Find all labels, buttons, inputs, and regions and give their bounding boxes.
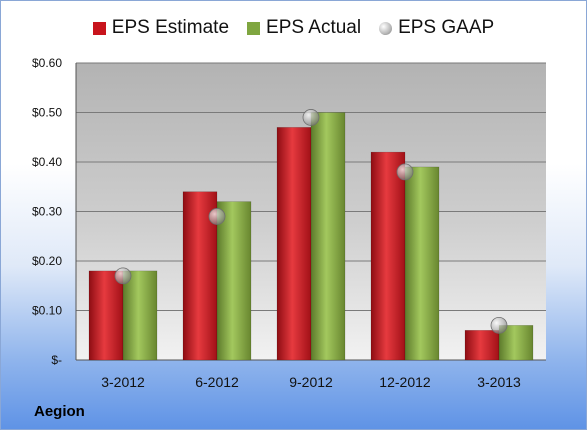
point-eps-gaap xyxy=(490,316,508,334)
x-tick-label: 6-2012 xyxy=(195,374,239,390)
point-eps-gaap xyxy=(208,208,226,225)
legend-swatch-actual xyxy=(247,21,261,35)
point-eps-gaap xyxy=(114,267,132,285)
y-tick-label: $- xyxy=(51,353,62,367)
bar-eps-estimate xyxy=(276,127,312,361)
point-eps-gaap xyxy=(302,109,320,126)
legend-label-actual: EPS Actual xyxy=(266,17,362,38)
legend-item-actual: EPS Actual xyxy=(247,17,361,39)
x-tick-label: 3-2013 xyxy=(477,374,521,390)
legend-item-gaap: EPS GAAP xyxy=(379,17,494,39)
bar-eps-estimate xyxy=(182,191,218,361)
y-tick-label: $0.10 xyxy=(32,304,62,318)
x-tick-label: 3-2012 xyxy=(101,374,145,390)
company-name: Aegion xyxy=(34,403,85,420)
legend-label-gaap: EPS GAAP xyxy=(398,17,495,38)
bar-eps-estimate xyxy=(464,330,500,361)
y-tick-label: $0.60 xyxy=(32,56,62,70)
y-tick-label: $0.50 xyxy=(32,106,62,120)
bar-eps-estimate xyxy=(88,270,124,361)
x-tick-label: 9-2012 xyxy=(289,374,333,390)
legend: EPS Estimate EPS Actual EPS GAAP xyxy=(1,17,586,39)
bar-eps-actual xyxy=(122,270,158,361)
legend-swatch-gaap xyxy=(379,21,393,35)
legend-label-estimate: EPS Estimate xyxy=(111,17,230,38)
legend-item-estimate: EPS Estimate xyxy=(92,17,230,39)
point-eps-gaap xyxy=(396,163,414,181)
bar-eps-actual xyxy=(498,325,534,361)
y-tick-label: $0.40 xyxy=(32,155,62,169)
plot-area xyxy=(76,63,546,360)
bar-eps-actual xyxy=(404,166,440,361)
y-tick-label: $0.20 xyxy=(32,254,62,268)
bar-eps-actual xyxy=(310,112,346,361)
bar-eps-estimate xyxy=(370,151,406,361)
x-tick-label: 12-2012 xyxy=(379,374,431,390)
legend-swatch-estimate xyxy=(92,21,106,35)
y-tick-label: $0.30 xyxy=(32,205,62,219)
bar-eps-actual xyxy=(216,201,252,361)
